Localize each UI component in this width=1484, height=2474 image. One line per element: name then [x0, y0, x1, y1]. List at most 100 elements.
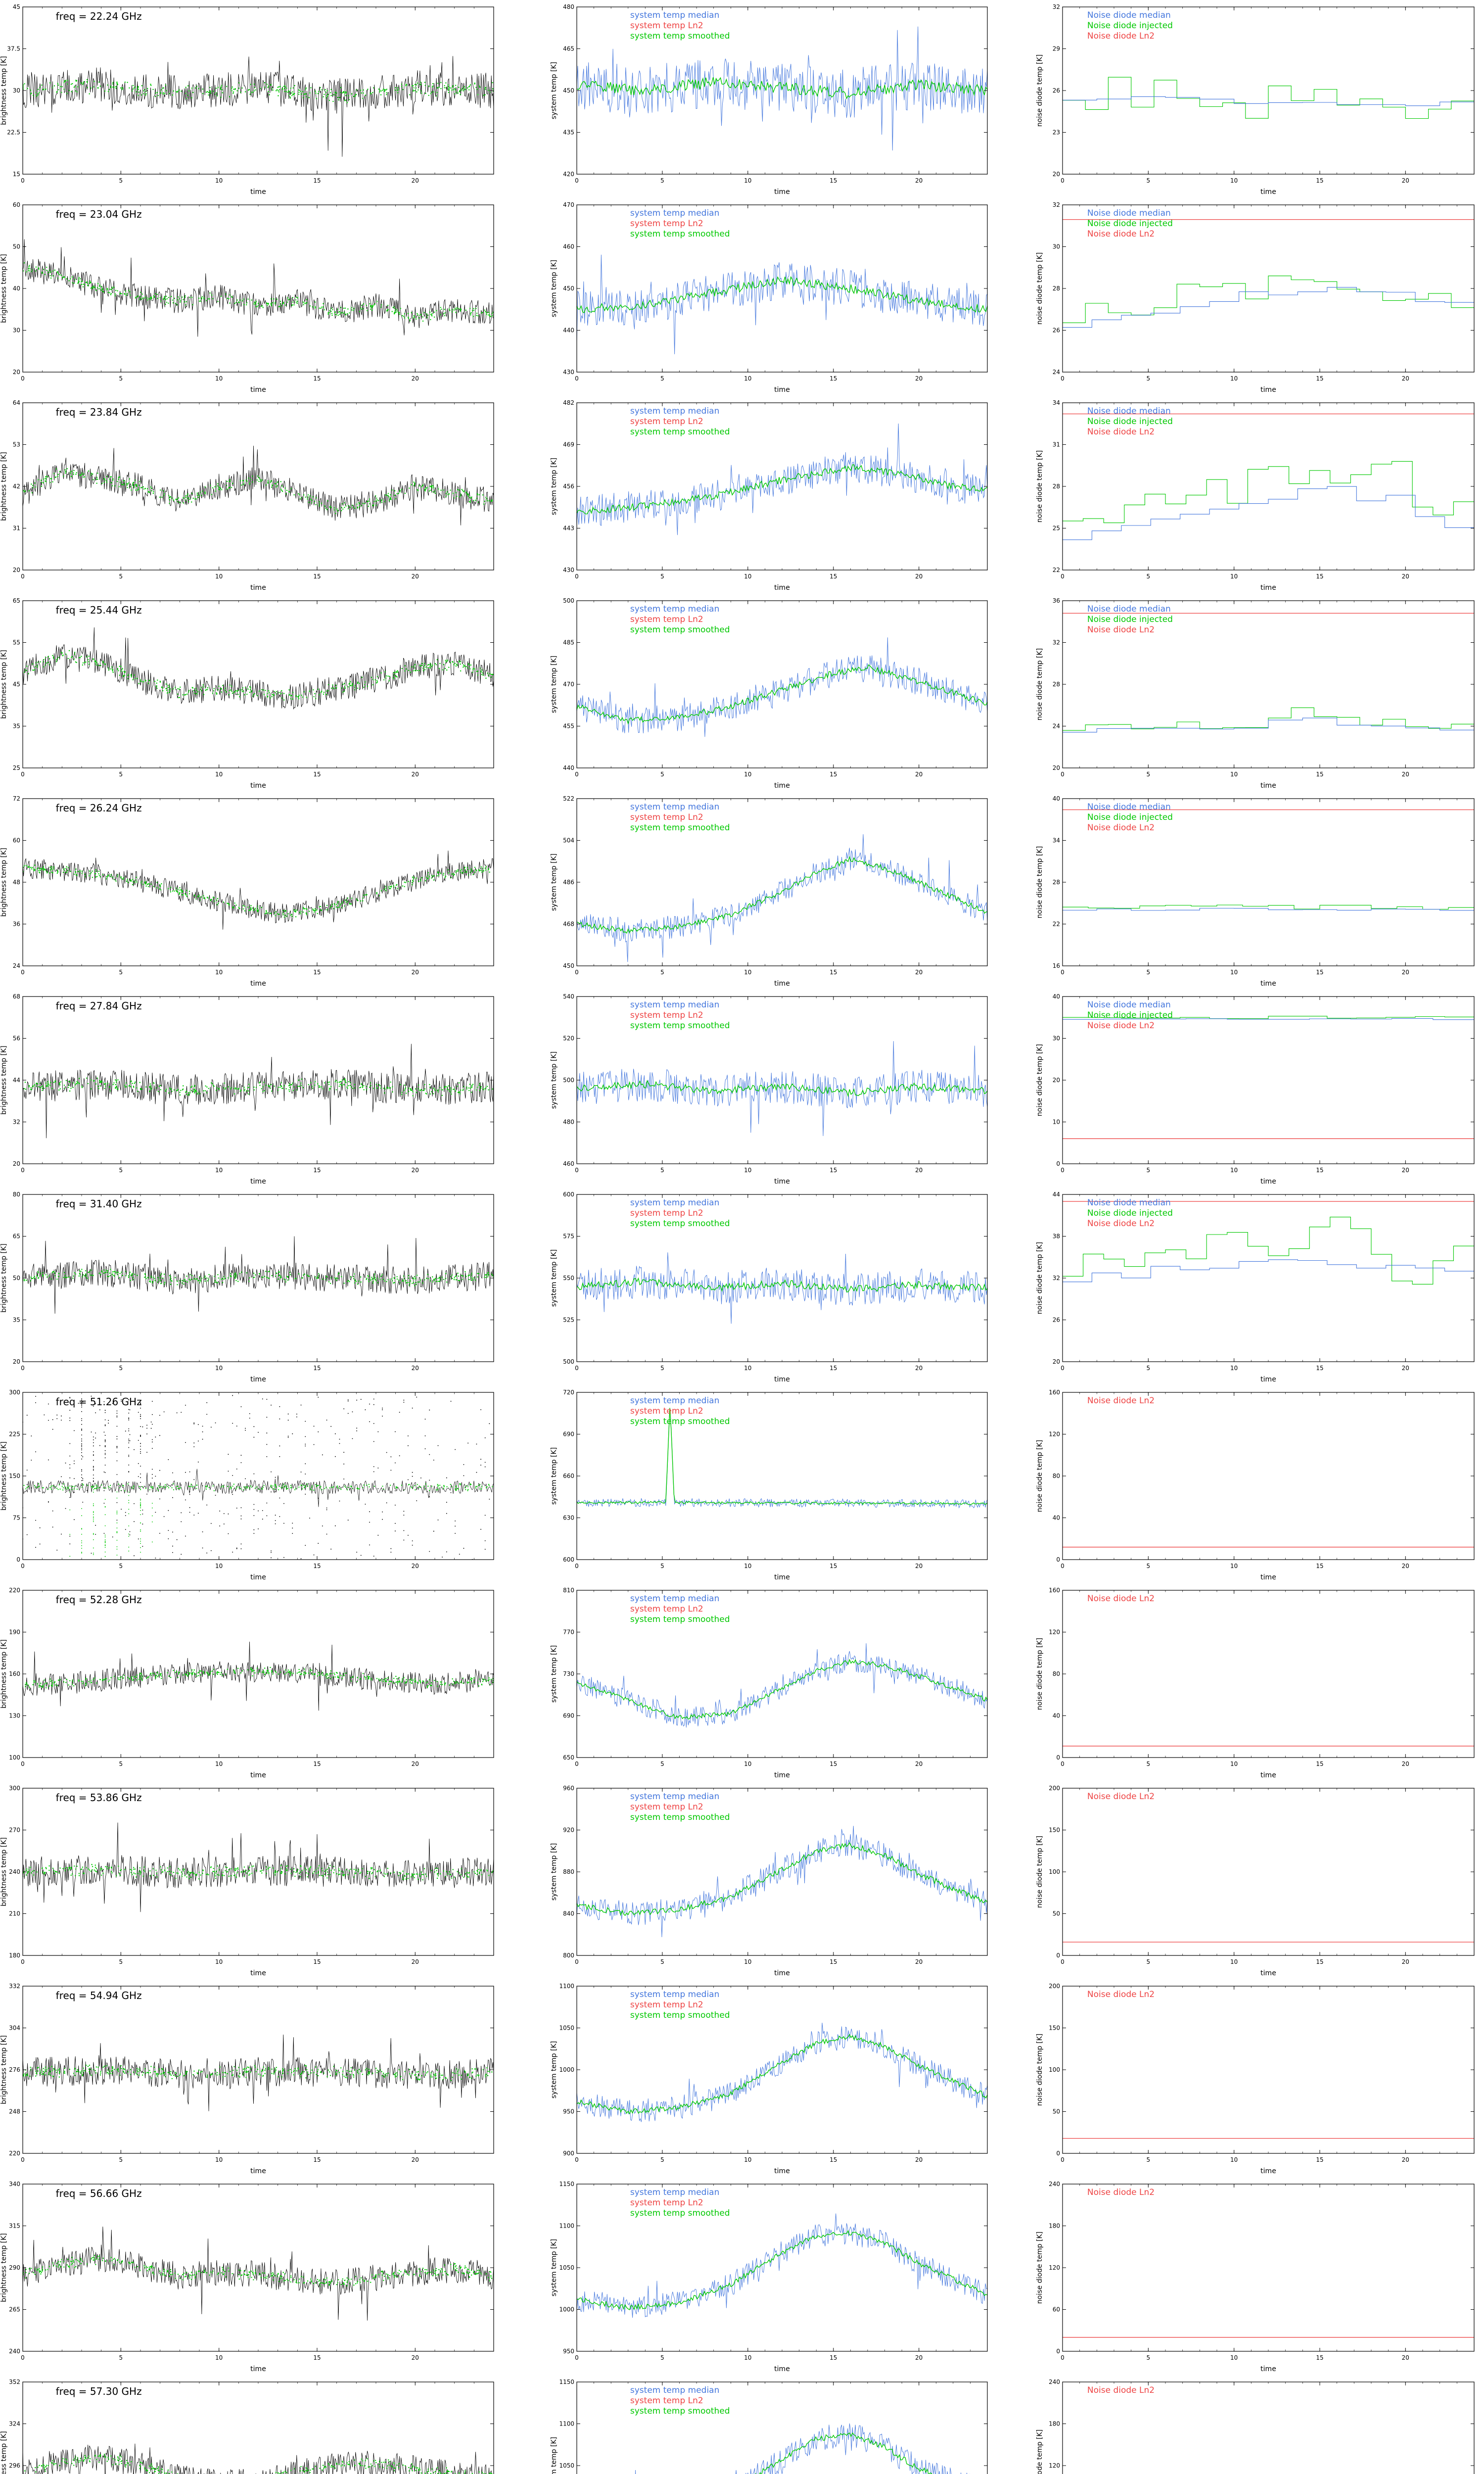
x-axis-label: time — [1260, 782, 1276, 790]
legend-entry: system temp smoothed — [630, 1615, 730, 1624]
legend-entry: system temp Ln2 — [630, 417, 703, 427]
y-tick-label: 34 — [1053, 399, 1060, 406]
legend-entry: Noise diode median — [1087, 208, 1171, 218]
y-tick-label: 40 — [1053, 993, 1060, 1000]
y-tick-label: 180 — [1049, 2223, 1060, 2230]
y-tick-label: 26 — [1053, 327, 1060, 334]
y-axis-label: noise diode temp [K] — [1036, 648, 1044, 720]
x-tick-label: 0 — [21, 1760, 25, 1767]
brightness-temp-chart: 0 5 10 15 20 20 32 44 56 68 time brightness temp [K… — [0, 993, 494, 1186]
x-tick-label: 10 — [1230, 1563, 1238, 1570]
x-tick-label: 10 — [215, 177, 223, 184]
y-tick-label: 315 — [9, 2223, 20, 2230]
freq-label: freq = 57.30 GHz — [56, 2385, 142, 2397]
brightness-temp-chart: 0 5 10 15 20 20 30 40 50 60 time brightness temp [K… — [0, 201, 494, 394]
y-tick-label: 60 — [13, 201, 20, 208]
x-axis-label: time — [250, 584, 266, 592]
y-tick-label: 20 — [13, 369, 20, 376]
x-tick-label: 5 — [660, 2156, 664, 2163]
x-tick-label: 15 — [1316, 375, 1323, 382]
y-tick-label: 20 — [1053, 171, 1060, 178]
series-blue — [1063, 486, 1474, 540]
y-tick-label: 1100 — [559, 2223, 574, 2230]
y-tick-label: 455 — [563, 723, 574, 730]
x-tick-label: 5 — [1146, 1563, 1150, 1570]
y-axis-label: system temp [K] — [550, 656, 558, 713]
noise-diode-chart: 0 5 10 15 20 16 22 28 34 40 time noise diode temp [… — [1036, 795, 1475, 988]
legend-entry: system temp Ln2 — [630, 1802, 703, 1812]
legend-entry: Noise diode injected — [1087, 1208, 1173, 1218]
noise-diode-panel: 0 5 10 15 20 0 10 20 30 40 time noise diode temp [K… — [1036, 990, 1484, 1188]
brightness-temp-chart: 0 5 10 15 20 20 35 50 65 80 time brightness temp [K… — [0, 1191, 494, 1383]
plot-row-51.26ghz: 0 5 10 15 20 0 75 150 225 300 time brightness temp … — [0, 1385, 1484, 1583]
noise-diode-panel: 0 5 10 15 20 0 60 120 180 240 time noise diode temp… — [1036, 2177, 1484, 2375]
x-tick-label: 5 — [660, 1563, 664, 1570]
y-axis-label: noise diode temp [K] — [1036, 1242, 1044, 1314]
y-tick-label: 1050 — [559, 2462, 574, 2469]
legend-entry: system temp median — [630, 1396, 719, 1406]
x-tick-label: 10 — [1230, 177, 1238, 184]
system-temp-chart: 0 5 10 15 20 650 690 730 770 810 time system temp [… — [550, 1587, 988, 1779]
y-tick-label: 32 — [1053, 1275, 1060, 1282]
plot-row-26.24ghz: 0 5 10 15 20 24 36 48 60 72 time brightness temp [K… — [0, 792, 1484, 990]
y-axis-label: noise diode temp [K] — [1036, 2429, 1044, 2474]
y-tick-label: 20 — [1053, 1358, 1060, 1365]
x-tick-label: 10 — [215, 2156, 223, 2163]
x-axis-label: time — [774, 1178, 790, 1186]
noise-diode-panel: 0 5 10 15 20 0 40 80 120 160 time noise diode temp … — [1036, 1385, 1484, 1583]
freq-label: freq = 23.84 GHz — [56, 406, 142, 418]
plot-row-31.4ghz: 0 5 10 15 20 20 35 50 65 80 time brightness temp [K… — [0, 1188, 1484, 1385]
x-tick-label: 15 — [1316, 771, 1323, 778]
y-tick-label: 60 — [1053, 2306, 1060, 2313]
y-tick-label: 150 — [9, 1473, 20, 1479]
x-tick-label: 5 — [1146, 2354, 1150, 2361]
y-tick-label: 324 — [9, 2421, 20, 2427]
series-blue — [577, 1643, 987, 1728]
y-tick-label: 20 — [13, 1160, 20, 1167]
x-tick-label: 15 — [830, 969, 837, 976]
series-green — [577, 1842, 987, 1916]
legend-entry: Noise diode injected — [1087, 812, 1173, 822]
series-green-dots — [25, 1666, 494, 1689]
y-tick-label: 10 — [1053, 1119, 1060, 1126]
system-temp-chart: 0 5 10 15 20 430 440 450 460 470 time system temp [… — [550, 201, 988, 394]
legend-entry: Noise diode Ln2 — [1087, 2188, 1155, 2197]
x-tick-label: 5 — [119, 177, 123, 184]
y-axis-label: system temp [K] — [550, 458, 558, 515]
y-tick-label: 300 — [9, 1785, 20, 1792]
series-blue — [577, 2022, 987, 2122]
y-tick-label: 810 — [563, 1587, 574, 1594]
x-tick-label: 20 — [915, 969, 923, 976]
legend-entry: system temp Ln2 — [630, 219, 703, 229]
x-tick-label: 10 — [215, 573, 223, 580]
system-temp-panel: 0 5 10 15 20 500 525 550 575 600 time system temp [… — [550, 1188, 991, 1385]
x-tick-label: 15 — [1316, 2156, 1323, 2163]
x-tick-label: 5 — [1146, 1760, 1150, 1767]
x-tick-label: 5 — [1146, 1958, 1150, 1965]
y-tick-label: 32 — [1053, 639, 1060, 646]
y-tick-label: 100 — [1049, 2066, 1060, 2073]
y-tick-label: 504 — [563, 837, 574, 844]
y-axis-label: brightness temp [K] — [0, 56, 8, 125]
legend-entry: Noise diode median — [1087, 1000, 1171, 1010]
y-tick-label: 430 — [563, 369, 574, 376]
brightness-temp-chart: 0 5 10 15 20 180 210 240 270 300 time brightness te… — [0, 1785, 494, 1977]
system-temp-panel: 0 5 10 15 20 900 950 1000 1050 1100 time system tem… — [550, 1979, 991, 2177]
x-tick-label: 10 — [744, 2354, 751, 2361]
x-tick-label: 0 — [575, 1365, 579, 1372]
legend-entry: Noise diode median — [1087, 10, 1171, 20]
brightness-temp-panel: 0 5 10 15 20 180 210 240 270 300 time brightness te… — [0, 1781, 500, 1979]
x-tick-label: 0 — [1061, 969, 1065, 976]
x-axis-label: time — [1260, 1771, 1276, 1779]
x-tick-label: 5 — [119, 1760, 123, 1767]
y-tick-label: 960 — [563, 1785, 574, 1792]
x-tick-label: 5 — [1146, 1167, 1150, 1174]
plot-frame — [1062, 2184, 1475, 2352]
x-axis-label: time — [1260, 2167, 1276, 2175]
x-tick-label: 20 — [1402, 2354, 1409, 2361]
y-tick-label: 248 — [9, 2108, 20, 2115]
series-green — [577, 1659, 987, 1720]
x-tick-label: 15 — [830, 1167, 837, 1174]
series-black — [23, 1044, 494, 1139]
